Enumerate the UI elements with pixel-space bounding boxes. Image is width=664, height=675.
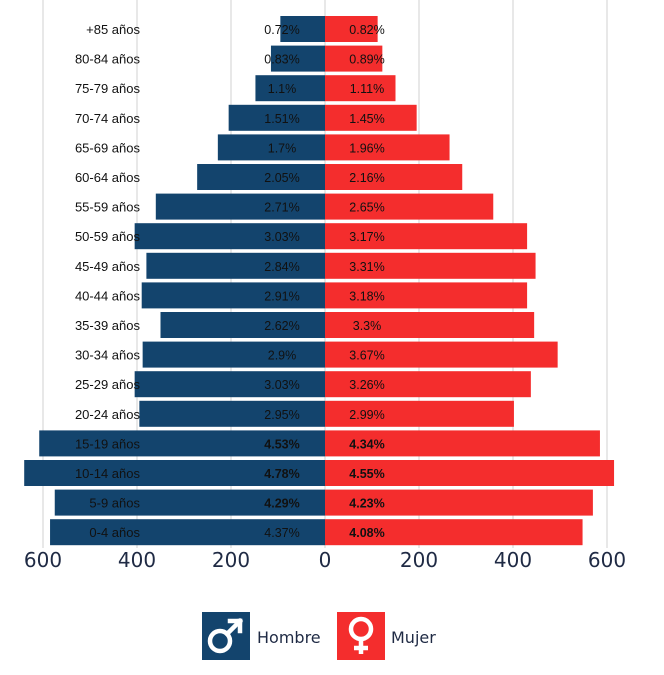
percent-label-hombre: 3.03%	[264, 378, 299, 392]
legend-item-hombre: Hombre	[202, 612, 321, 660]
age-label: 25-29 años	[75, 377, 141, 392]
percent-label-mujer: 3.3%	[353, 319, 382, 333]
age-label: 30-34 años	[75, 348, 141, 363]
percent-label-mujer: 4.23%	[349, 497, 384, 511]
percent-label-mujer: 2.99%	[349, 408, 384, 422]
percent-label-hombre: 4.53%	[264, 437, 299, 451]
percent-label-mujer: 3.18%	[349, 289, 384, 303]
age-label: 70-74 años	[75, 111, 141, 126]
x-tick-label: 200	[212, 548, 250, 572]
legend: Hombre Mujer	[202, 612, 436, 660]
legend-label-hombre: Hombre	[257, 628, 321, 647]
age-label: 5-9 años	[89, 496, 140, 511]
percent-label-hombre: 2.84%	[264, 260, 299, 274]
age-label: 55-59 años	[75, 200, 141, 215]
percent-label-mujer: 4.34%	[349, 437, 384, 451]
age-label: 15-19 años	[75, 436, 141, 451]
x-tick-label: 0	[319, 548, 332, 572]
percent-label-hombre: 2.05%	[264, 171, 299, 185]
percent-label-hombre: 0.72%	[264, 23, 299, 37]
percent-label-mujer: 3.26%	[349, 378, 384, 392]
age-label: 45-49 años	[75, 259, 141, 274]
percent-label-mujer: 2.16%	[349, 171, 384, 185]
percent-label-hombre: 2.91%	[264, 289, 299, 303]
age-label: 10-14 años	[75, 466, 141, 481]
percent-label-mujer: 3.67%	[349, 349, 384, 363]
x-tick-label: 400	[494, 548, 532, 572]
age-label: 60-64 años	[75, 170, 141, 185]
percent-label-hombre: 4.78%	[264, 467, 299, 481]
age-label: 75-79 años	[75, 81, 141, 96]
percent-label-hombre: 1.1%	[268, 82, 297, 96]
x-tick-label: 200	[400, 548, 438, 572]
percent-label-mujer: 1.45%	[349, 112, 384, 126]
age-label: 40-44 años	[75, 288, 141, 303]
percent-label-mujer: 2.65%	[349, 201, 384, 215]
percent-label-mujer: 3.17%	[349, 230, 384, 244]
percent-label-hombre: 3.03%	[264, 230, 299, 244]
percent-label-hombre: 2.71%	[264, 201, 299, 215]
x-tick-label: 600	[588, 548, 626, 572]
percent-label-hombre: 2.95%	[264, 408, 299, 422]
percent-label-hombre: 0.83%	[264, 53, 299, 67]
percent-label-mujer: 4.08%	[349, 526, 384, 540]
legend-item-mujer: Mujer	[337, 612, 436, 660]
percent-label-hombre: 1.51%	[264, 112, 299, 126]
percent-label-hombre: 4.37%	[264, 526, 299, 540]
x-tick-label: 400	[118, 548, 156, 572]
x-axis-ticks: 600 400 200 0 200 400 600	[24, 548, 626, 572]
percent-label-hombre: 2.62%	[264, 319, 299, 333]
age-label: 80-84 años	[75, 52, 141, 67]
bar-hombre	[143, 342, 325, 368]
age-label: 65-69 años	[75, 140, 141, 155]
percent-label-mujer: 1.96%	[349, 141, 384, 155]
percent-label-hombre: 1.7%	[268, 141, 297, 155]
percent-label-hombre: 2.9%	[268, 349, 297, 363]
age-label: 20-24 años	[75, 407, 141, 422]
age-label: 35-39 años	[75, 318, 141, 333]
bar-hombre	[161, 312, 326, 338]
age-label: 50-59 años	[75, 229, 141, 244]
bar-hombre	[197, 164, 325, 190]
percent-label-mujer: 4.55%	[349, 467, 384, 481]
age-label: +85 años	[86, 22, 140, 37]
percent-label-hombre: 4.29%	[264, 497, 299, 511]
age-label: 0-4 años	[89, 525, 140, 540]
percent-label-mujer: 0.82%	[349, 23, 384, 37]
percent-label-mujer: 1.11%	[350, 82, 385, 96]
x-tick-label: 600	[24, 548, 62, 572]
bar-mujer	[325, 164, 462, 190]
bar-mujer	[325, 134, 450, 160]
legend-label-mujer: Mujer	[391, 628, 436, 647]
percent-label-mujer: 3.31%	[349, 260, 384, 274]
percent-label-mujer: 0.89%	[349, 53, 384, 67]
